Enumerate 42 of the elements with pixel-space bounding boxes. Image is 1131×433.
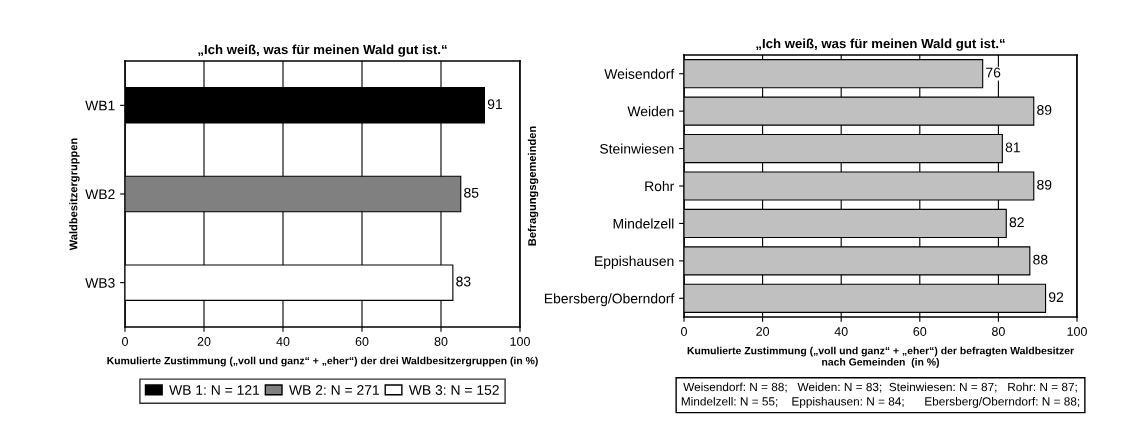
y-tick-label: WB3 — [85, 278, 115, 288]
data-label: 81 — [1005, 142, 1020, 153]
data-label: 76 — [986, 67, 1001, 78]
legend-label: WB 3: N = 152 — [408, 385, 499, 395]
x-tick-label: 100 — [1067, 327, 1087, 336]
data-label: 88 — [1033, 254, 1048, 265]
y-tick-label: Ebersberg/Oberndorf — [544, 293, 675, 307]
data-label: 89 — [1037, 105, 1052, 115]
y-tick-label: Rohr — [645, 180, 675, 192]
data-label: 82 — [1009, 217, 1024, 228]
x-tick-label: 0 — [122, 337, 128, 346]
y-tick-label: Steinwiesen — [600, 143, 674, 154]
data-label: 91 — [487, 99, 502, 110]
x-tick-label: 80 — [434, 337, 448, 346]
x-tick-label: 0 — [681, 327, 687, 336]
x-axis-title: Kumulierte Zustimmung („voll und ganz“ + „eher“) der drei Waldbesitzergruppen (in %) — [107, 356, 538, 367]
x-tick-label: 20 — [197, 337, 211, 346]
y-tick-label: Weisendorf — [604, 68, 675, 79]
y-tick-label: WB1 — [85, 100, 115, 111]
y-tick-label: Mindelzell — [613, 218, 674, 229]
data-label: 85 — [464, 187, 479, 198]
text: Weisendorf: N = 88; Weiden: N = 83; Steinwiesen: N = 87; Rohr: N = 87; Mindelzell: N = 55; Eppishausen: N = 84; Ebersberg/Oberndorf: N = 88; — [681, 382, 1080, 408]
x-tick-label: 60 — [355, 337, 369, 346]
y-axis-title: Waldbesitzergruppen — [69, 138, 80, 251]
x-tick-label: 40 — [276, 337, 290, 346]
data-label: 92 — [1048, 292, 1064, 303]
y-axis-title: Befragungsgemeinden — [527, 126, 539, 246]
data-label: 83 — [456, 276, 471, 287]
x-tick-label: 40 — [834, 327, 848, 336]
chart-title: „Ich weiß, was für meinen Wald gut ist.“ — [756, 38, 1005, 51]
x-axis-title: Kumulierte Zustimmung („voll und ganz“ + „eher“) der befragten Waldbesitzer nach Gemeinden (in %) — [687, 346, 1074, 368]
chart-title: „Ich weiß, was für meinen Wald gut ist.“ — [198, 44, 447, 57]
y-tick-label: Eppishausen — [595, 255, 674, 269]
y-tick-label: WB2 — [85, 189, 115, 200]
legend-label: WB 1: N = 121 — [169, 385, 260, 395]
data-label: 89 — [1037, 179, 1052, 190]
x-tick-label: 60 — [913, 327, 927, 336]
legend-label: WB 2: N = 271 — [289, 385, 379, 395]
y-tick-label: Weiden — [627, 106, 674, 117]
x-tick-label: 100 — [510, 337, 530, 346]
x-tick-label: 80 — [991, 327, 1005, 336]
x-tick-label: 20 — [756, 327, 770, 336]
